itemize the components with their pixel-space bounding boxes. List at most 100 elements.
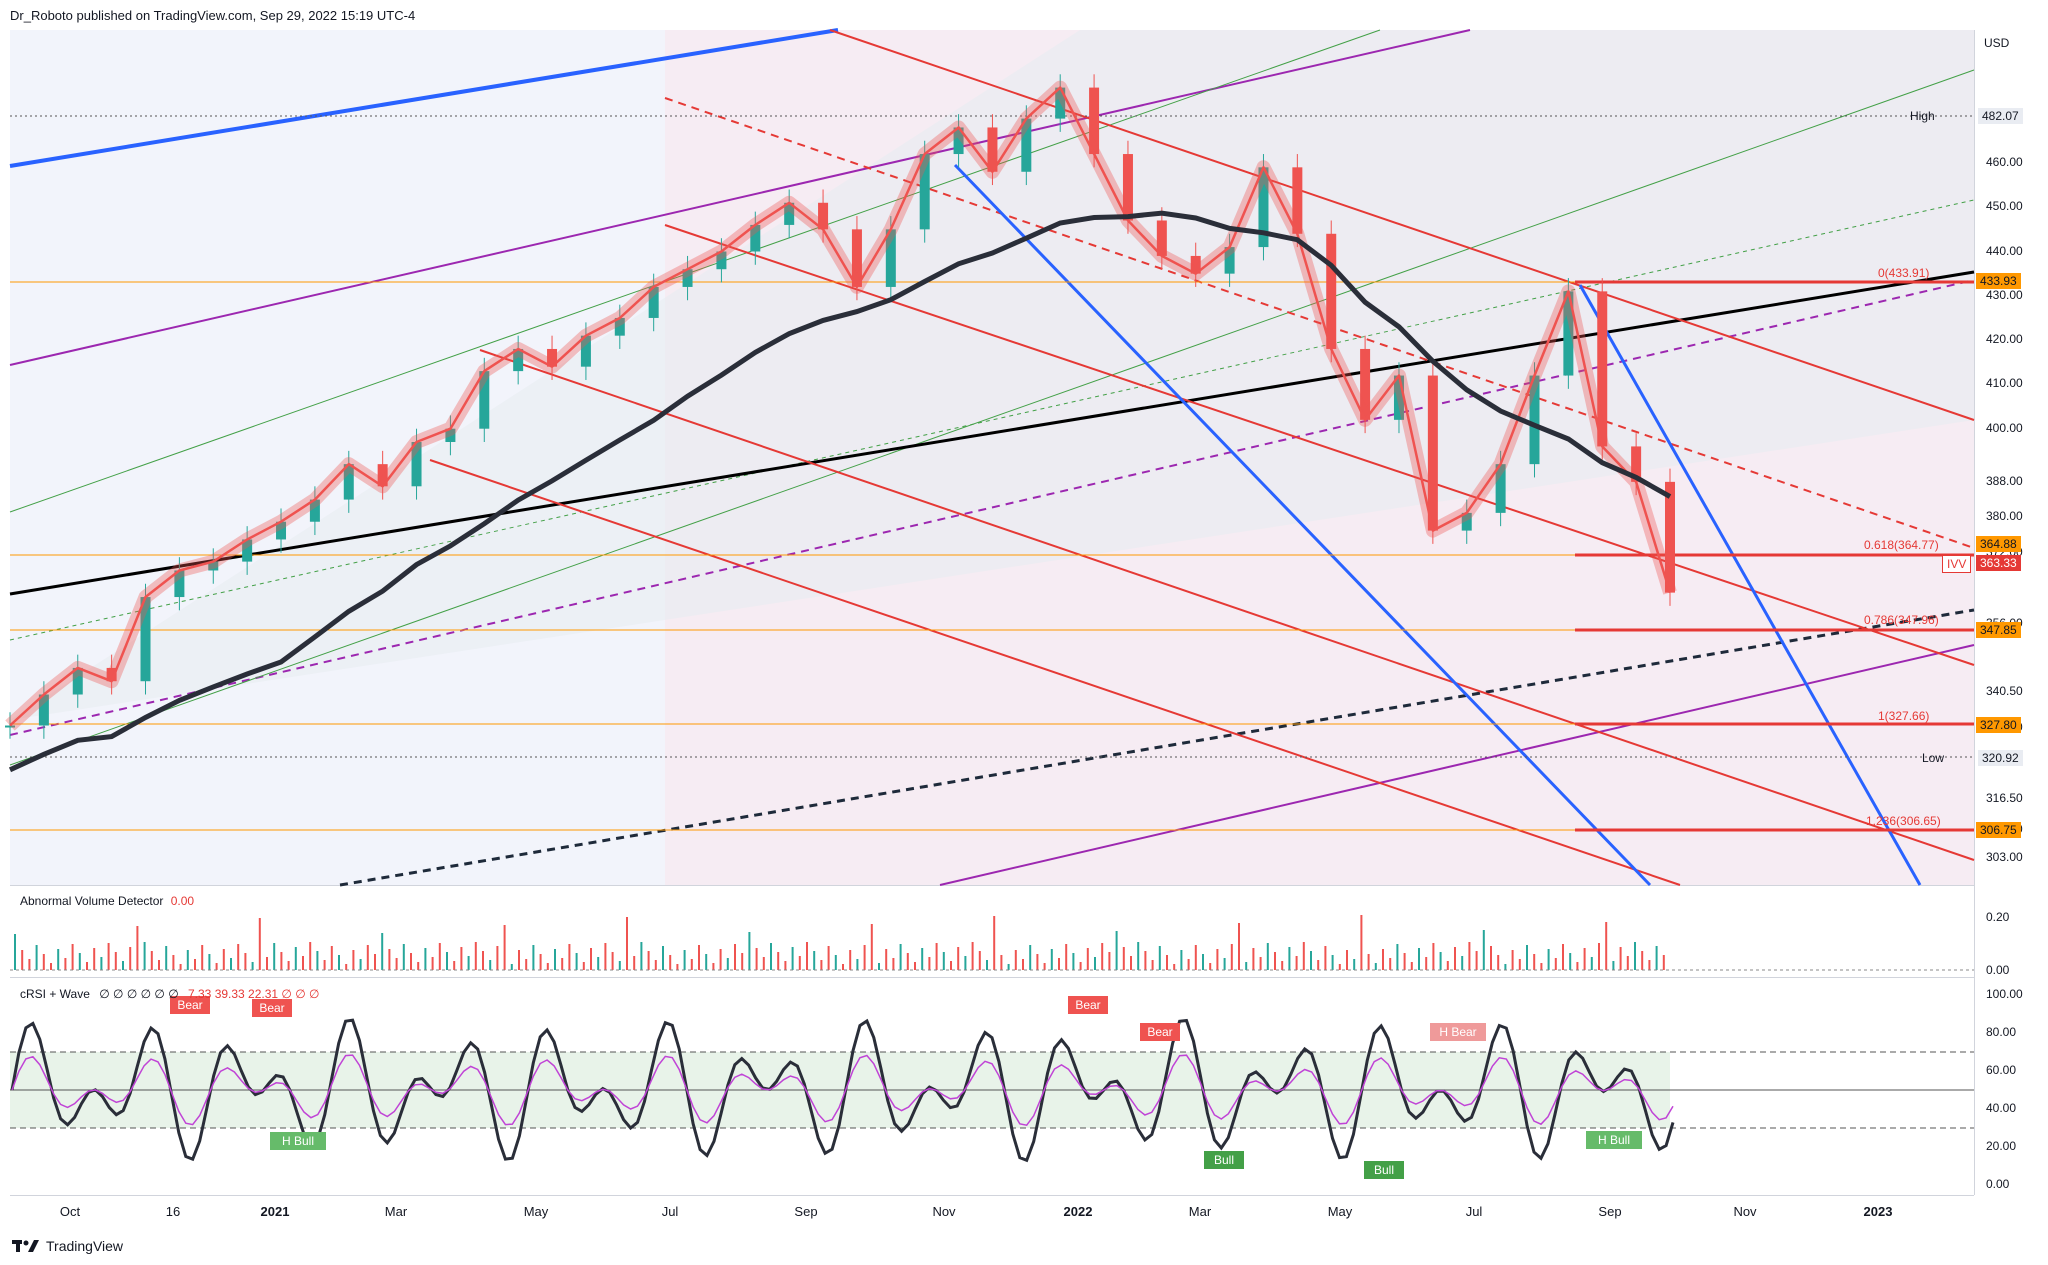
rsi-signal-label: H Bull — [1598, 1133, 1630, 1147]
volume-bar — [1310, 951, 1312, 970]
volume-bar — [1050, 949, 1053, 970]
volume-bar — [914, 962, 916, 970]
volume-bar — [1036, 954, 1039, 970]
volume-bar — [244, 953, 247, 970]
green-channel-lower — [9, 69, 1975, 766]
candle-body — [208, 561, 219, 571]
candle-body — [547, 348, 558, 367]
volume-bar — [1346, 950, 1348, 970]
volume-bar — [1655, 946, 1658, 970]
time-tick: May — [1327, 1204, 1353, 1219]
price-axis[interactable]: USD — [1976, 30, 2048, 885]
candle-body — [1055, 87, 1066, 119]
volume-tick-0: 0.20 — [1986, 910, 2010, 924]
candle-body — [309, 499, 320, 522]
volume-bar — [1432, 943, 1435, 970]
volume-bar — [1108, 952, 1111, 970]
candle-body — [411, 441, 422, 487]
currency-label: USD — [1984, 36, 2010, 50]
rsi-tick: 100.00 — [1986, 987, 2023, 1001]
volume-bar — [1245, 962, 1248, 970]
fib-1-label: 1(327.66) — [1878, 709, 1930, 723]
volume-bar — [1223, 958, 1226, 970]
candle-body — [1190, 255, 1201, 274]
volume-bar — [1338, 964, 1341, 970]
candle-body — [851, 229, 862, 287]
rsi-signal-label: H Bull — [282, 1134, 314, 1148]
rsi-symbols: ∅ ∅ ∅ ∅ ∅ ∅ — [99, 987, 179, 1001]
volume-bar — [1634, 942, 1636, 970]
volume-bar — [431, 957, 434, 970]
volume-bar — [122, 961, 124, 970]
price-tick: 410.00 — [1986, 376, 2023, 391]
volume-bar — [410, 953, 412, 970]
volume-bar — [647, 951, 650, 970]
volume-bar — [1007, 964, 1010, 970]
time-tick: 2023 — [1863, 1204, 1893, 1219]
time-tick: 16 — [165, 1204, 181, 1219]
volume-bar — [784, 961, 787, 970]
price-tick: 380.00 — [1986, 509, 2023, 524]
rsi-signal-label: Bear — [259, 1001, 284, 1015]
volume-bar — [1252, 948, 1255, 970]
volume-bar — [158, 960, 160, 970]
volume-bar — [928, 957, 931, 970]
volume-bar — [1144, 951, 1147, 970]
price-tick: 388.00 — [1986, 473, 2023, 488]
volume-bar — [287, 961, 290, 970]
volume-bar — [1187, 959, 1190, 970]
publisher-header: Dr_Roboto published on TradingView.com, … — [10, 8, 416, 23]
ma-ribbon — [5, 80, 1677, 731]
volume-bar — [1619, 947, 1622, 970]
volume-bar — [820, 960, 823, 970]
volume-bar — [654, 960, 657, 970]
badge-364: 364.88 — [1976, 536, 2021, 552]
volume-bar — [1554, 958, 1557, 970]
volume-bar — [892, 958, 895, 970]
time-tick: 2022 — [1063, 1204, 1093, 1219]
volume-bar — [1022, 959, 1024, 970]
time-tick: Mar — [1188, 1204, 1212, 1219]
volume-bar — [1202, 954, 1204, 970]
volume-bar — [568, 944, 571, 970]
volume-bar — [1482, 930, 1485, 970]
volume-bar — [1216, 949, 1219, 970]
crsi-line — [10, 1018, 1675, 1163]
volume-bar — [1274, 952, 1276, 970]
volume-bar — [395, 958, 398, 970]
volume-bar — [741, 953, 744, 970]
candle-body — [614, 317, 625, 336]
low-value: 320.92 — [1978, 750, 2023, 766]
volume-bar — [352, 950, 355, 970]
volume-bar — [273, 943, 276, 970]
volume-bar — [1518, 959, 1521, 970]
volume-bar — [748, 932, 751, 970]
candle-body — [242, 539, 253, 562]
volume-tick-1: 0.00 — [1986, 963, 2010, 977]
candle-body — [479, 371, 490, 429]
fib-0-label: 0(433.91) — [1878, 266, 1930, 280]
volume-bar — [683, 950, 686, 970]
volume-bar — [618, 961, 621, 970]
volume-bar — [1547, 949, 1550, 970]
volume-bar — [640, 942, 643, 970]
volume-bar — [1230, 944, 1233, 970]
volume-bar — [1612, 961, 1615, 970]
volume-bar — [1418, 948, 1420, 970]
volume-bar — [1158, 946, 1161, 970]
volume-bar — [885, 949, 888, 970]
candle-body — [5, 725, 15, 728]
volume-bar — [1626, 956, 1629, 970]
volume-bar — [878, 963, 880, 970]
volume-bar — [1439, 952, 1442, 970]
volume-bar — [1461, 956, 1464, 970]
volume-bar — [1259, 957, 1262, 970]
rsi-tick: 20.00 — [1986, 1139, 2017, 1153]
purple-channel-upper — [9, 29, 1471, 366]
candle-body — [174, 570, 185, 598]
volume-bar — [1598, 943, 1600, 970]
volume-bar — [1043, 963, 1046, 970]
candle-body — [1495, 464, 1506, 513]
volume-bar — [611, 952, 614, 970]
